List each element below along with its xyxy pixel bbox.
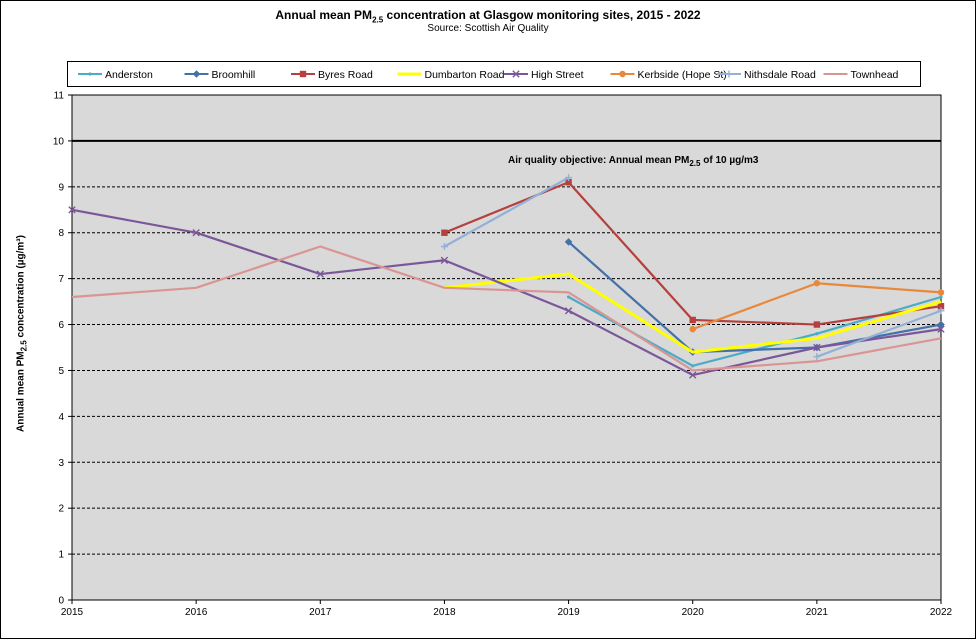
y-tick-label: 2 xyxy=(58,504,64,515)
x-tick-label: 2018 xyxy=(433,607,456,618)
y-tick-label: 7 xyxy=(58,274,64,285)
x-tick-label: 2021 xyxy=(806,607,829,618)
data-point-marker xyxy=(689,325,696,333)
series-townhead xyxy=(71,245,942,372)
y-tick-label: 5 xyxy=(58,366,64,377)
legend-label: Kerbside (Hope St) xyxy=(638,69,727,81)
data-point-marker xyxy=(316,270,324,278)
data-point-marker xyxy=(440,243,448,250)
legend: Anderston Broomhill Byres Road Dumbarton Ro… xyxy=(67,61,921,87)
legend-label: Broomhill xyxy=(212,69,256,81)
data-point-marker xyxy=(813,343,821,352)
series-line xyxy=(444,272,942,354)
data-point-marker xyxy=(725,70,733,78)
data-point-marker xyxy=(512,70,520,78)
y-tick-label: 0 xyxy=(58,596,64,607)
data-point-marker xyxy=(937,302,945,310)
data-point-marker xyxy=(937,320,945,329)
legend-label: Nithsdale Road xyxy=(744,69,816,81)
legend-label: High Street xyxy=(531,69,584,81)
data-point-marker xyxy=(88,72,92,76)
data-point-marker xyxy=(937,289,945,296)
legend-item: Townhead xyxy=(823,69,899,81)
legend-item: Byres Road xyxy=(291,69,373,81)
data-point-marker xyxy=(192,229,200,237)
data-point-marker xyxy=(565,174,573,182)
legend-item: Broomhill xyxy=(184,69,256,81)
legend-label: Anderston xyxy=(105,69,153,81)
series-line xyxy=(816,309,942,358)
y-tick-label: 4 xyxy=(58,412,64,423)
data-point-marker xyxy=(689,316,696,324)
x-tick-label: 2022 xyxy=(930,607,953,618)
series-line xyxy=(71,245,942,372)
series-dumbarton-road xyxy=(444,272,942,354)
legend-label: Byres Road xyxy=(318,69,373,81)
data-point-marker xyxy=(813,321,821,328)
data-point-marker xyxy=(619,70,626,78)
x-tick-label: 2015 xyxy=(61,607,84,618)
data-point-marker xyxy=(564,238,573,246)
chart-subtitle: Source: Scottish Air Quality xyxy=(427,23,549,34)
x-tick-label: 2020 xyxy=(682,607,705,618)
x-tick-label: 2019 xyxy=(557,607,580,618)
series-nithsdale-road xyxy=(440,174,945,361)
legend-label: Townhead xyxy=(851,69,899,81)
y-tick-label: 6 xyxy=(58,320,64,331)
data-point-marker xyxy=(813,280,821,287)
data-point-marker xyxy=(937,325,945,333)
y-tick-label: 11 xyxy=(54,91,65,102)
data-point-marker xyxy=(566,295,571,299)
data-point-marker xyxy=(192,70,201,78)
series-line xyxy=(443,176,570,248)
y-tick-label: 1 xyxy=(58,550,64,561)
y-tick-label: 3 xyxy=(58,458,64,469)
data-point-marker xyxy=(939,295,943,299)
data-point-marker xyxy=(299,70,307,78)
legend-item: Anderston xyxy=(78,69,153,81)
data-point-marker xyxy=(813,353,821,361)
data-point-marker xyxy=(691,364,695,368)
series-line xyxy=(71,208,942,377)
legend-item: High Street xyxy=(504,69,584,81)
objective-annotation: Air quality objective: Annual mean PM2.5… xyxy=(508,155,759,168)
y-tick-label: 10 xyxy=(53,136,65,147)
data-point-marker xyxy=(441,229,448,236)
y-tick-label: 8 xyxy=(58,228,64,239)
chart-title: Annual mean PM2.5 concentration at Glasg… xyxy=(275,8,701,25)
legend-item: Nithsdale Road xyxy=(717,69,816,81)
data-point-marker xyxy=(564,307,573,315)
data-point-marker xyxy=(689,371,697,379)
data-point-marker xyxy=(937,307,945,315)
y-axis-label: Annual mean PM2.5 concentration (µg/m³) xyxy=(15,235,29,432)
series-byres-road xyxy=(441,179,945,328)
series-kerbside-hope-st xyxy=(689,280,945,333)
y-tick-label: 9 xyxy=(58,182,64,193)
data-point-marker xyxy=(440,256,449,264)
data-point-marker xyxy=(815,332,819,336)
series-high-street xyxy=(68,206,945,379)
legend-items: Anderston Broomhill Byres Road Dumbarton Ro… xyxy=(78,69,899,81)
x-tick-label: 2016 xyxy=(185,607,208,618)
legend-item: Dumbarton Road xyxy=(397,69,505,81)
series-line xyxy=(567,241,942,354)
data-point-marker xyxy=(68,206,76,214)
data-point-marker xyxy=(565,179,572,186)
legend-item: Kerbside (Hope St) xyxy=(610,69,727,81)
x-tick-label: 2017 xyxy=(309,607,332,618)
legend-label: Dumbarton Road xyxy=(425,69,505,81)
